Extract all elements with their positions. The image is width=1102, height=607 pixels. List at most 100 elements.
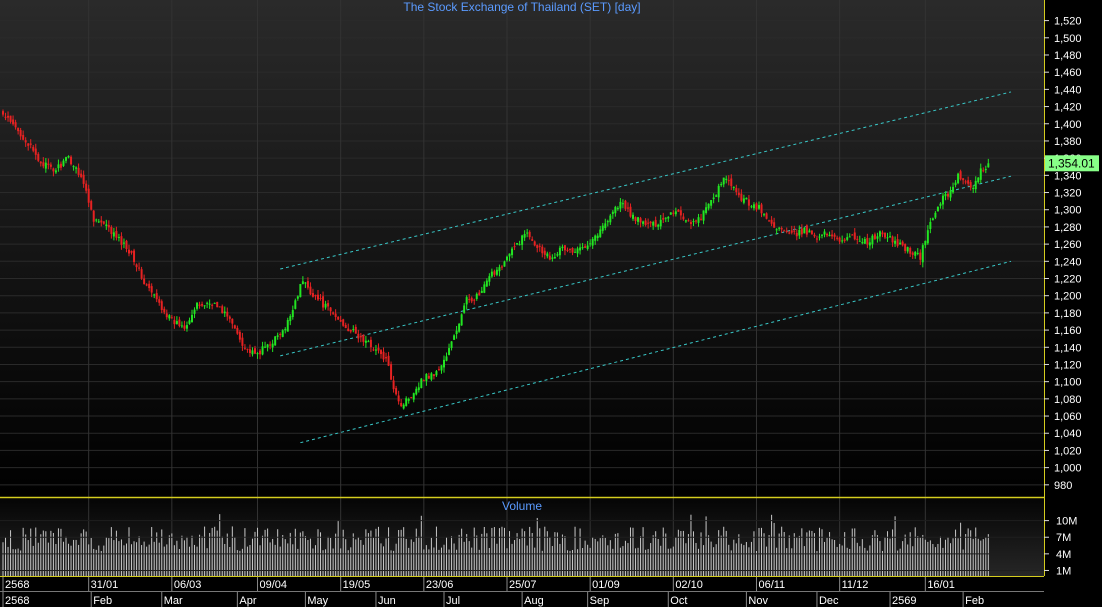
candle-body: [243, 347, 246, 349]
candle-body: [231, 318, 234, 324]
candle-body: [969, 182, 972, 188]
candle-body: [551, 257, 554, 259]
candle-body: [12, 119, 15, 125]
candle-body: [387, 355, 390, 366]
candle-body: [400, 402, 403, 407]
candle-body: [349, 329, 352, 332]
candle-body: [689, 222, 692, 225]
candle-body: [609, 215, 612, 223]
candle-body: [760, 204, 763, 214]
price-tick-label: 1,060: [1054, 411, 1082, 423]
candle-body: [168, 315, 171, 319]
candle-body: [798, 229, 801, 236]
candle-body: [138, 267, 141, 269]
candle-body: [677, 209, 680, 212]
candle-body: [463, 305, 466, 313]
candle-body: [886, 237, 889, 239]
candle-body: [148, 283, 151, 289]
candle-body: [906, 247, 909, 252]
date-tick-label: 06/11: [758, 579, 785, 591]
candle-body: [188, 320, 191, 324]
last-price-label: 1,354.01: [1048, 156, 1095, 170]
candle-body: [611, 211, 614, 214]
candle-body: [397, 395, 400, 402]
candle-body: [616, 207, 619, 210]
candle-body: [332, 312, 335, 314]
candle-body: [896, 239, 899, 246]
candle-body: [342, 319, 345, 326]
candle-body: [339, 320, 342, 322]
month-tick-label: 2568: [5, 595, 29, 607]
candle-body: [82, 174, 85, 184]
candle-body: [979, 168, 982, 180]
candle-body: [911, 252, 914, 255]
price-tick-label: 1,180: [1054, 308, 1082, 320]
candle-body: [727, 180, 730, 182]
candle-body: [301, 281, 304, 285]
candle-body: [916, 252, 919, 254]
candle-body: [710, 200, 713, 206]
candle-body: [543, 250, 546, 255]
candle-body: [959, 171, 962, 180]
candle-body: [450, 341, 453, 348]
candle-body: [193, 309, 196, 314]
candle-body: [218, 306, 221, 308]
candle-body: [460, 314, 463, 326]
candle-body: [405, 398, 408, 406]
candle-body: [322, 296, 325, 308]
candle-body: [241, 337, 244, 346]
candle-body: [430, 373, 433, 380]
candle-body: [289, 316, 292, 322]
candle-body: [412, 393, 415, 400]
candle-body: [556, 254, 559, 256]
candle-body: [158, 299, 161, 303]
candle-body: [125, 240, 128, 249]
candle-body: [987, 163, 990, 168]
candle-body: [178, 319, 181, 326]
candle-body: [185, 325, 188, 329]
candle-body: [417, 387, 420, 391]
candle-body: [909, 247, 912, 254]
candle-body: [271, 343, 274, 348]
candle-body: [334, 313, 337, 318]
candle-body: [914, 251, 917, 256]
candle-body: [747, 199, 750, 206]
price-axis: 1,520 1,500 1,480 1,460 1,440 1,420 1,400 1,380…: [1044, 16, 1082, 492]
candle-body: [367, 341, 370, 343]
candle-body: [941, 195, 944, 205]
candle-body: [581, 247, 584, 249]
candle-body: [495, 269, 498, 275]
candle-body: [500, 266, 503, 268]
candle-body: [553, 256, 556, 259]
candle-body: [402, 404, 405, 409]
candle-body: [639, 218, 642, 223]
candle-body: [899, 242, 902, 245]
candle-body: [821, 234, 823, 236]
candle-body: [372, 349, 375, 351]
candlestick-series: [2, 109, 990, 410]
candle-body: [740, 193, 743, 201]
candle-body: [95, 219, 98, 221]
candle-body: [659, 219, 662, 227]
candle-body: [652, 222, 655, 226]
date-tick-label: 11/12: [842, 579, 869, 591]
candle-body: [32, 146, 35, 151]
candle-body: [57, 164, 60, 169]
candle-body: [259, 350, 262, 355]
candle-body: [851, 234, 854, 236]
candle-body: [264, 346, 267, 348]
candle-body: [180, 325, 183, 327]
candle-body: [478, 292, 481, 296]
candle-body: [7, 115, 10, 118]
last-price-marker: 1,354.01: [1045, 155, 1099, 172]
candle-body: [455, 330, 458, 335]
candle-body: [395, 388, 398, 395]
candle-body: [248, 349, 251, 354]
candle-body: [440, 365, 443, 371]
candle-body: [377, 347, 380, 351]
candle-body: [629, 206, 632, 217]
candle-body: [299, 284, 302, 298]
trend-channel-lines: [280, 91, 1012, 444]
candle-body: [208, 303, 211, 305]
